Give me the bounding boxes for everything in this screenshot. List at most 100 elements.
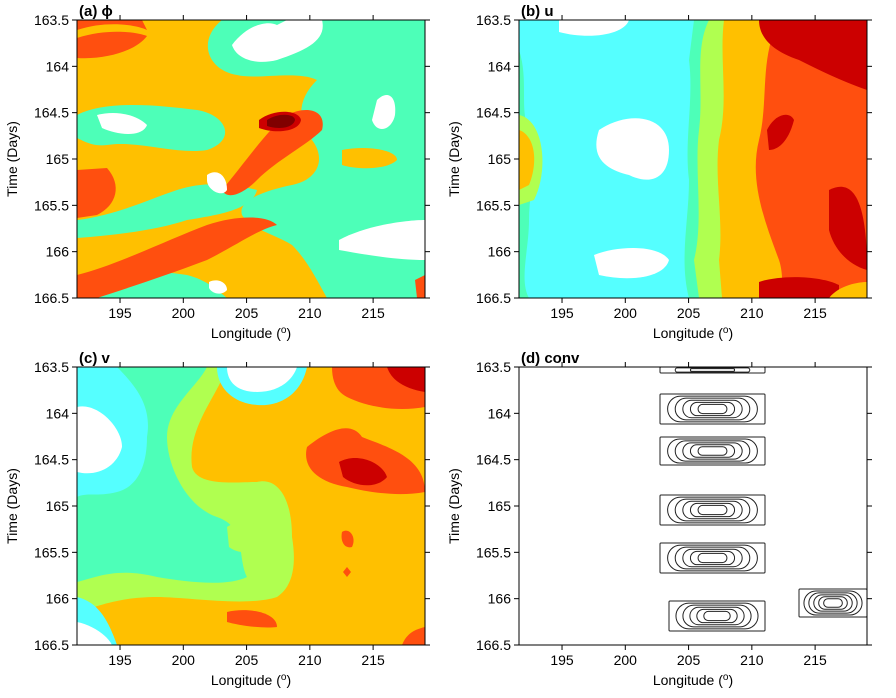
contour-line xyxy=(667,438,758,464)
contour-line xyxy=(689,401,736,417)
y-axis-label: Time (Days) xyxy=(4,121,20,197)
y-tick-label: 164.5 xyxy=(476,452,511,468)
x-axis-label: Longitude (o) xyxy=(653,325,733,342)
y-tick-label: 164 xyxy=(46,405,70,421)
contour-line xyxy=(703,610,731,622)
contour-field xyxy=(519,367,867,645)
y-tick-label: 165.5 xyxy=(476,197,511,213)
x-tick-label: 215 xyxy=(361,305,385,321)
x-tick-label: 205 xyxy=(235,305,259,321)
contour-line xyxy=(689,550,736,566)
x-tick-label: 215 xyxy=(361,652,385,668)
contour-line xyxy=(659,367,766,374)
x-axis-label-part: o xyxy=(281,672,287,683)
y-tick-label: 165.5 xyxy=(34,544,69,560)
x-tick-label: 200 xyxy=(614,305,638,321)
contour-field xyxy=(77,20,425,298)
contour-line xyxy=(667,395,758,423)
contour-line xyxy=(697,403,728,415)
x-tick-label: 200 xyxy=(172,305,196,321)
contour-line xyxy=(668,600,766,632)
y-tick-label: 166.5 xyxy=(476,637,511,653)
y-tick-label: 163.5 xyxy=(34,12,69,28)
contour-line xyxy=(659,494,766,526)
y-tick-label: 165 xyxy=(488,151,512,167)
y-tick-label: 163.5 xyxy=(34,359,69,375)
x-axis-label-part: o xyxy=(723,325,729,336)
x-axis-label-part: ) xyxy=(286,672,291,688)
y-tick-label: 165.5 xyxy=(34,197,69,213)
contour-line xyxy=(798,588,867,618)
panel-title: (b) u xyxy=(521,3,553,20)
y-tick-label: 166.5 xyxy=(476,290,511,306)
contour-line xyxy=(689,444,736,458)
y-tick-label: 164.5 xyxy=(34,452,69,468)
x-tick-label: 215 xyxy=(803,652,827,668)
contour-line xyxy=(682,500,743,520)
contour-line xyxy=(689,368,736,372)
x-axis-label-part: Longitude ( xyxy=(653,325,723,341)
contour-line xyxy=(667,544,758,572)
contour-line xyxy=(808,592,858,614)
x-axis-label-part: o xyxy=(723,672,729,683)
x-tick-label: 205 xyxy=(677,652,701,668)
contour-line xyxy=(689,606,745,626)
contour-line xyxy=(803,590,863,616)
x-axis-label: Longitude (o) xyxy=(211,672,291,689)
contour-line xyxy=(674,367,751,373)
contour-line xyxy=(813,594,853,612)
contour-line xyxy=(659,393,766,425)
x-axis-label-part: Longitude ( xyxy=(211,672,281,688)
x-tick-label: 210 xyxy=(298,652,322,668)
y-tick-label: 164.5 xyxy=(34,105,69,121)
y-tick-label: 163.5 xyxy=(476,12,511,28)
contour-line xyxy=(682,442,743,460)
y-tick-label: 165 xyxy=(488,498,512,514)
y-tick-label: 165 xyxy=(46,151,70,167)
contour-line xyxy=(818,596,848,610)
x-tick-label: 210 xyxy=(298,305,322,321)
contour-line xyxy=(674,498,751,522)
contour-line xyxy=(696,608,738,624)
contour-line xyxy=(682,548,743,568)
y-tick-label: 166.5 xyxy=(34,637,69,653)
y-tick-label: 163.5 xyxy=(476,359,511,375)
y-axis-label: Time (Days) xyxy=(446,121,462,197)
contour-line xyxy=(697,504,728,516)
x-tick-label: 195 xyxy=(108,652,132,668)
y-axis-label: Time (Days) xyxy=(4,468,20,544)
y-tick-label: 166.5 xyxy=(34,290,69,306)
y-axis-label: Time (Days) xyxy=(446,468,462,544)
contour-line xyxy=(674,546,751,570)
contour-line xyxy=(697,552,728,564)
panel-title: (c) v xyxy=(79,350,111,367)
x-axis-label-part: Longitude ( xyxy=(211,325,281,341)
y-tick-label: 165 xyxy=(46,498,70,514)
x-tick-label: 200 xyxy=(172,652,196,668)
y-tick-label: 164 xyxy=(46,58,70,74)
panel-title: (a) ϕ xyxy=(79,3,113,20)
contour-line xyxy=(659,436,766,466)
contour-line xyxy=(667,496,758,524)
contour-line xyxy=(675,602,759,630)
x-tick-label: 205 xyxy=(235,652,259,668)
y-tick-label: 164 xyxy=(488,405,512,421)
contour-line xyxy=(682,399,743,419)
contour-line xyxy=(689,502,736,518)
contour-line xyxy=(823,598,843,608)
x-axis-label-part: Longitude ( xyxy=(653,672,723,688)
contour-line xyxy=(659,542,766,574)
y-tick-label: 164.5 xyxy=(476,105,511,121)
y-tick-label: 166 xyxy=(488,591,512,607)
y-tick-label: 166 xyxy=(46,244,70,260)
panel-title: (d) conv xyxy=(521,350,580,367)
x-tick-label: 210 xyxy=(740,305,764,321)
x-tick-label: 210 xyxy=(740,652,764,668)
x-axis-label-part: o xyxy=(281,325,287,336)
contour-field xyxy=(77,367,425,645)
contour-field xyxy=(519,20,867,298)
x-axis-label-part: ) xyxy=(728,672,733,688)
contour-line xyxy=(674,440,751,462)
contour-line xyxy=(697,446,728,456)
